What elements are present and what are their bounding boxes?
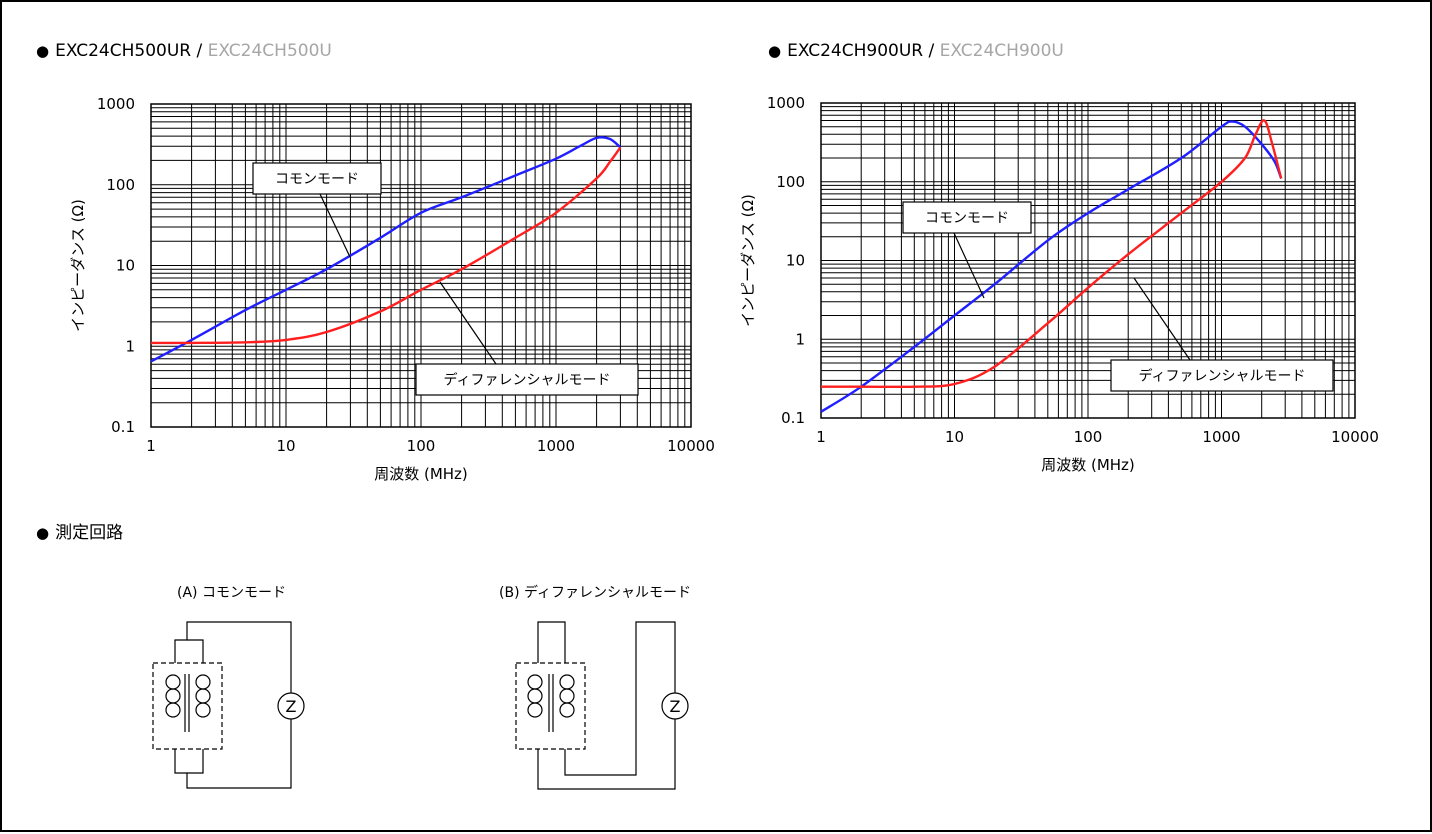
circuit-b-meter [661, 692, 689, 720]
chart2-model-alt: EXC24CH900U [939, 41, 1064, 61]
x-axis-label: 周波数 (MHz) [1041, 456, 1135, 474]
y-axis-label: インピーダンス (Ω) [69, 199, 87, 332]
circuit-a [152, 621, 305, 789]
callout-box-differential-mode [415, 363, 639, 396]
bullet-icon: ● [768, 42, 782, 60]
callout-leader-common-mode [953, 232, 985, 299]
chart-1-frame [150, 103, 692, 428]
chart-2-frame [820, 102, 1356, 419]
series-line-common-mode [150, 136, 622, 363]
x-tick-label: 100 [1074, 428, 1103, 446]
circuit-b-coil-left [527, 674, 543, 718]
y-tick-label: 1000 [97, 95, 135, 113]
chart1-separator: / [191, 41, 208, 61]
x-tick-label: 10 [276, 437, 295, 455]
chart2-model: EXC24CH900UR [787, 41, 924, 61]
series-line-differential-mode [821, 119, 1283, 389]
x-tick-label: 1 [146, 437, 156, 455]
x-tick-label: 1000 [1202, 428, 1240, 446]
circuit-a-title: (A) コモンモード [177, 585, 286, 601]
chart-1: 1 10 100 1000 10000 1000 100 10 1 0.1 周波数 (MHz) インピ… [69, 95, 715, 483]
circuit-b-coil-right [559, 674, 575, 718]
chart-2: 1 10 100 1000 10000 1000 100 10 1 0.1 周波数 (MHz) インピ… [739, 94, 1379, 474]
circuit-b-meter-label: Z [670, 697, 681, 716]
circuit-b-core [548, 674, 554, 732]
callout-label-common-mode: コモンモード [275, 172, 359, 188]
circuit-b-wire [537, 621, 676, 790]
series-line-common-mode [820, 120, 1283, 413]
callout-box-common-mode [902, 201, 1032, 234]
chart1-model: EXC24CH500UR [55, 41, 192, 61]
chart2-separator: / [923, 41, 940, 61]
y-tick-label: 10 [116, 257, 135, 275]
callout-leader-differential-mode [1133, 277, 1191, 361]
y-tick-label: 1000 [767, 94, 805, 112]
x-tick-label: 100 [407, 437, 436, 455]
x-tick-label: 1 [816, 428, 826, 446]
circuit-title: 測定回路 [55, 523, 124, 543]
x-tick-label: 10000 [667, 437, 715, 455]
y-tick-label: 100 [106, 176, 135, 194]
callout-box-differential-mode [1110, 359, 1334, 392]
circuit-a-wire-right [187, 639, 204, 774]
y-tick-label: 10 [786, 252, 805, 270]
chart2-heading: ● EXC24CH900UR / EXC24CH900U [768, 41, 1064, 61]
circuit-a-coil-right [195, 674, 211, 718]
callout-label-differential-mode: ディファレンシャルモード [1138, 368, 1305, 385]
y-tick-label: 0.1 [781, 409, 805, 427]
x-tick-label: 10000 [1331, 428, 1379, 446]
bullet-icon: ● [36, 42, 50, 60]
y-tick-label: 100 [776, 173, 805, 191]
circuit-a-coil-left [165, 674, 181, 718]
circuit-a-wire-left [174, 621, 292, 789]
y-tick-label: 1 [125, 337, 135, 355]
circuit-b-component-box [515, 662, 586, 750]
chart1-model-alt: EXC24CH500U [207, 41, 332, 61]
x-tick-label: 1000 [537, 437, 575, 455]
circuit-b-title: (B) ディファレンシャルモード [499, 585, 691, 601]
circuit-b [515, 621, 689, 790]
circuit-a-meter [277, 692, 305, 720]
circuit-a-component-box [152, 662, 223, 750]
callout-label-differential-mode: ディファレンシャルモード [443, 372, 610, 389]
callout-leader-differential-mode [439, 281, 497, 365]
y-tick-label: 1 [795, 330, 805, 348]
x-tick-label: 10 [945, 428, 964, 446]
x-axis-label: 周波数 (MHz) [374, 465, 468, 483]
callout-label-common-mode: コモンモード [925, 211, 1009, 227]
circuit-heading: ● 測定回路 [36, 518, 123, 543]
chart1-heading: ● EXC24CH500UR / EXC24CH500U [36, 41, 332, 61]
bullet-icon: ● [36, 524, 50, 542]
series-line-differential-mode [150, 146, 622, 345]
callout-leader-common-mode [319, 193, 351, 258]
circuit-a-core [184, 674, 190, 732]
circuit-a-meter-label: Z [286, 697, 297, 716]
y-tick-label: 0.1 [111, 418, 135, 436]
y-axis-label: インピーダンス (Ω) [739, 194, 757, 327]
callout-box-common-mode [252, 162, 382, 195]
